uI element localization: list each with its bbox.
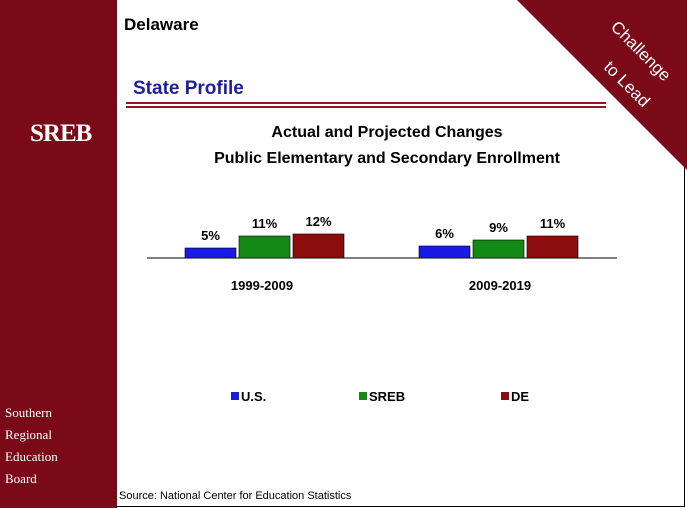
chart-title-line-1: Actual and Projected Changes [271,124,502,141]
sidebar: SREB Southern Regional Education Board [0,0,117,508]
banner-shape [517,0,687,170]
chart-title-line-2: Public Elementary and Secondary Enrollme… [214,150,561,167]
organization-name: Southern Regional Education Board [5,402,58,490]
legend-swatch [359,392,367,400]
legend: U.S. SREB DE [231,389,529,404]
bar [238,235,291,259]
source-note: Source: National Center for Education St… [119,490,352,502]
title-divider [126,102,606,110]
state-name: Delaware [124,15,199,34]
org-line: Education [5,449,58,464]
bar-value-label: 9% [489,220,508,235]
sreb-logo: SREB [30,120,92,147]
legend-swatch [231,392,239,400]
legend-label: DE [511,389,529,404]
category-label: 2009-2019 [469,278,531,293]
bar [292,233,345,259]
section-title: State Profile [133,78,244,99]
legend-swatch [501,392,509,400]
bar-value-label: 11% [540,216,566,231]
bar-series-group: 5% 11% 12% 1999-2009 6% 9% 11% 2009-2019 [147,214,617,293]
org-line: Regional [5,427,52,442]
bar-value-label: 6% [435,226,454,241]
bar [526,235,579,259]
org-line: Board [5,471,37,486]
bar-value-label: 12% [305,214,331,229]
challenge-banner: Challenge to Lead [517,0,687,170]
legend-label: SREB [369,389,405,404]
category-label: 1999-2009 [231,278,293,293]
org-line: Southern [5,405,52,420]
bar [418,245,471,259]
bar-value-label: 5% [201,228,220,243]
bar [184,247,237,259]
bar-value-label: 11% [252,216,278,231]
enrollment-chart: Actual and Projected Changes Public Elem… [147,124,617,404]
bar [472,239,525,259]
legend-label: U.S. [241,389,266,404]
